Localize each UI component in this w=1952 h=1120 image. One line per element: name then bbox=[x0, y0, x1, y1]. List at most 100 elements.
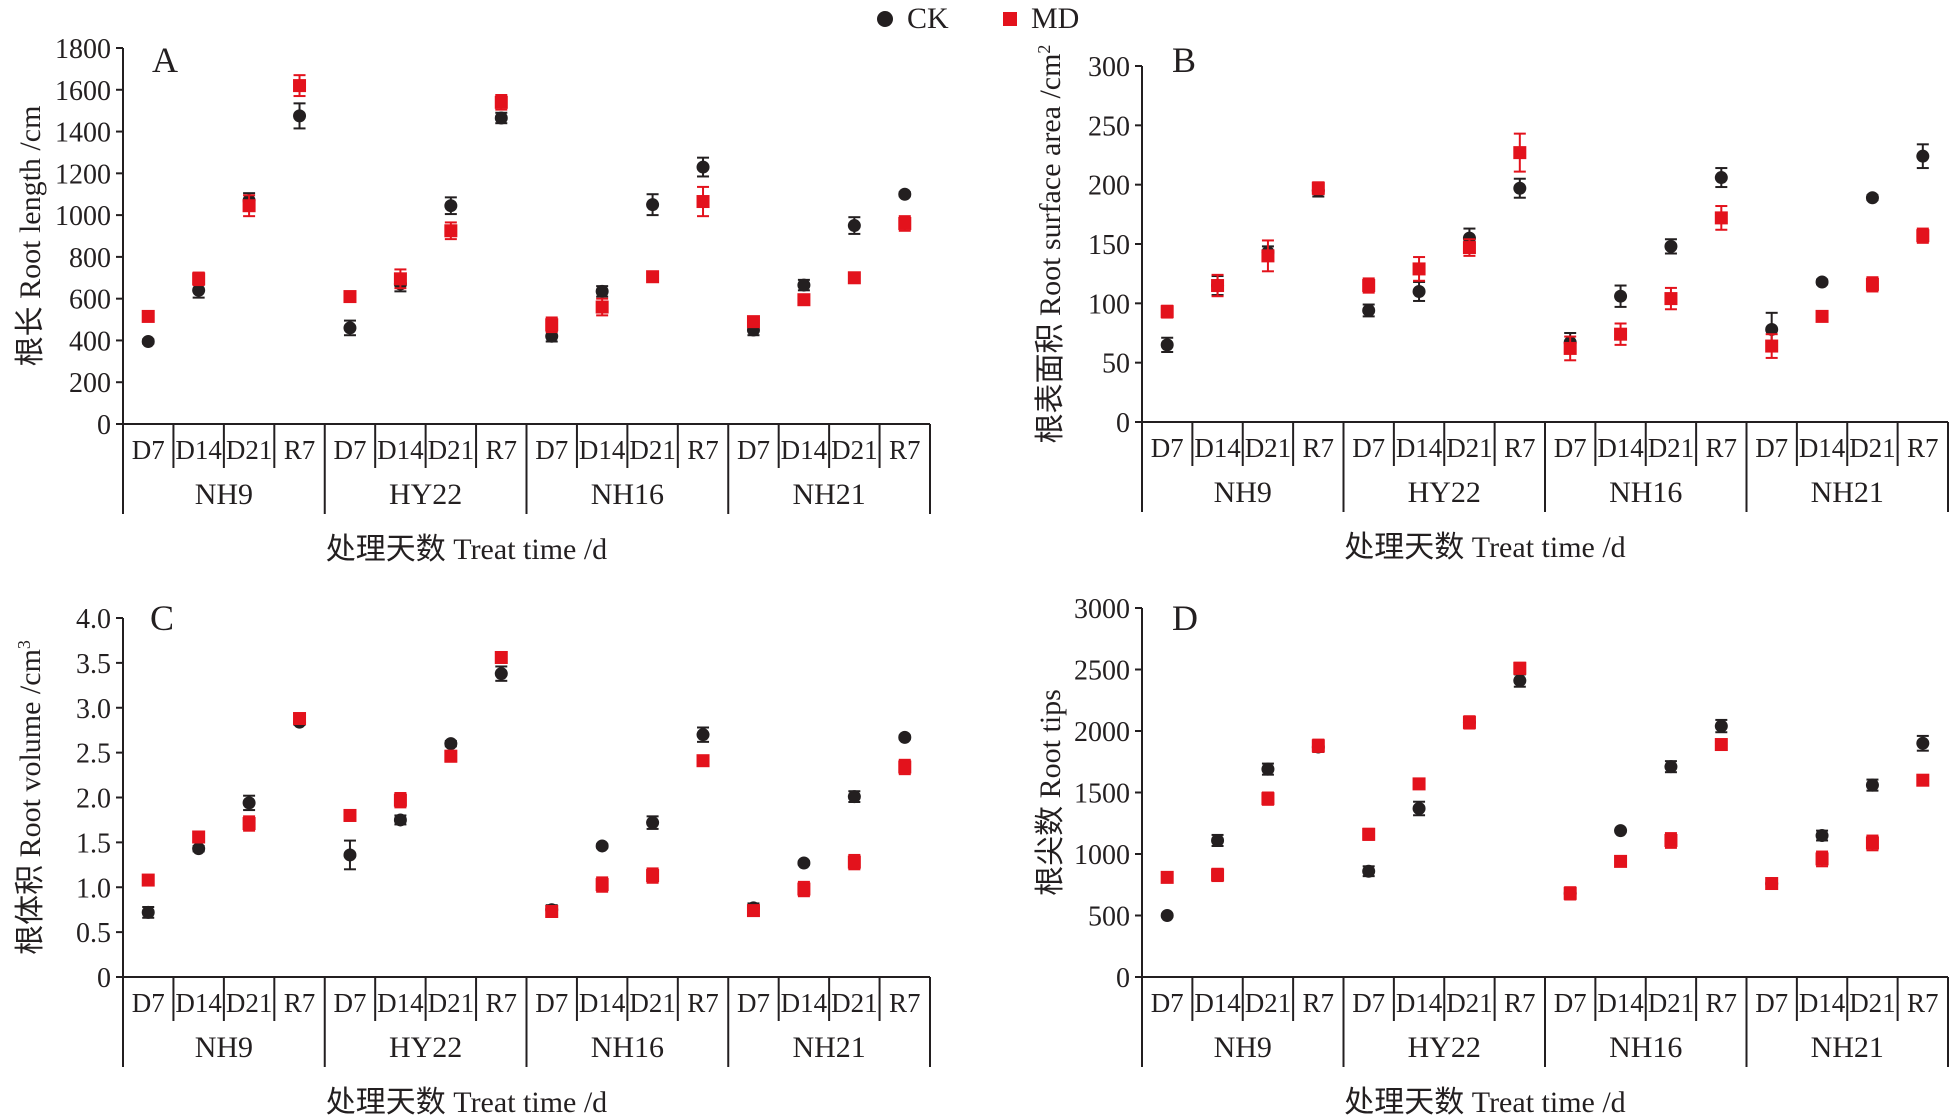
x-tick-label: D7 bbox=[1352, 433, 1385, 463]
x-tick-label: D21 bbox=[1648, 433, 1695, 463]
md-marker-icon bbox=[1003, 12, 1017, 26]
y-tick-label: 200 bbox=[1088, 171, 1130, 202]
ck-point bbox=[393, 813, 407, 827]
x-tick-label: D21 bbox=[1245, 988, 1292, 1018]
group-label: NH16 bbox=[1609, 1031, 1682, 1064]
x-tick-label: D7 bbox=[132, 435, 165, 465]
panel-letter: B bbox=[1172, 40, 1196, 80]
md-point bbox=[1614, 327, 1628, 341]
ck-point bbox=[595, 839, 609, 853]
md-point bbox=[646, 869, 660, 883]
ck-marker-icon bbox=[877, 11, 893, 27]
md-point bbox=[1211, 868, 1225, 882]
md-point bbox=[646, 270, 660, 284]
ck-point bbox=[1916, 149, 1930, 163]
md-point bbox=[494, 95, 508, 109]
y-tick-label: 50 bbox=[1102, 349, 1130, 380]
md-point bbox=[1916, 773, 1930, 787]
md-point bbox=[1412, 777, 1426, 791]
x-tick-label: D7 bbox=[1554, 988, 1587, 1018]
md-point bbox=[1362, 279, 1376, 293]
y-tick-label: 1200 bbox=[55, 159, 111, 190]
md-point bbox=[293, 79, 307, 93]
md-point bbox=[545, 904, 559, 918]
md-point bbox=[1815, 309, 1829, 323]
md-point bbox=[696, 754, 710, 768]
ck-point bbox=[1412, 801, 1426, 815]
x-tick-label: D14 bbox=[1194, 433, 1241, 463]
ck-point bbox=[1765, 322, 1779, 336]
group-label: NH21 bbox=[792, 478, 865, 511]
y-axis-title: 根长 Root length /cm bbox=[14, 106, 47, 367]
x-tick-label: D21 bbox=[629, 435, 676, 465]
x-tick-label: R7 bbox=[1706, 433, 1738, 463]
x-tick-label: R7 bbox=[486, 435, 518, 465]
ck-point bbox=[1513, 181, 1527, 195]
y-tick-label: 4.0 bbox=[76, 604, 111, 635]
ck-point bbox=[797, 856, 811, 870]
group-label: NH16 bbox=[591, 478, 664, 511]
md-point bbox=[545, 318, 559, 332]
y-tick-label: 150 bbox=[1088, 230, 1130, 261]
x-tick-label: D14 bbox=[579, 435, 626, 465]
md-point bbox=[847, 271, 861, 285]
y-tick-label: 600 bbox=[69, 285, 111, 316]
y-tick-label: 200 bbox=[69, 368, 111, 399]
ck-point bbox=[343, 848, 357, 862]
y-axis-title: 根体积 Root volume /cm3 bbox=[14, 640, 47, 955]
x-tick-label: D14 bbox=[1597, 988, 1644, 1018]
md-point bbox=[1614, 854, 1628, 868]
y-tick-label: 3.5 bbox=[76, 649, 111, 680]
md-point bbox=[192, 830, 206, 844]
x-tick-label: D14 bbox=[1194, 988, 1241, 1018]
ck-point bbox=[1815, 829, 1829, 843]
group-label: NH9 bbox=[1214, 476, 1272, 509]
x-tick-label: R7 bbox=[687, 435, 719, 465]
md-point bbox=[1765, 339, 1779, 353]
ck-point bbox=[797, 278, 811, 292]
md-point bbox=[393, 793, 407, 807]
y-tick-label: 3.0 bbox=[76, 694, 111, 725]
md-point bbox=[1261, 792, 1275, 806]
md-point bbox=[343, 808, 357, 822]
md-point bbox=[1462, 241, 1476, 255]
y-tick-label: 1400 bbox=[55, 118, 111, 149]
ck-point bbox=[141, 334, 155, 348]
legend-ck-label: CK bbox=[907, 2, 949, 35]
ck-point bbox=[1664, 239, 1678, 253]
md-point bbox=[1714, 211, 1728, 225]
x-tick-label: R7 bbox=[1303, 433, 1335, 463]
md-point bbox=[696, 195, 710, 209]
ck-point bbox=[1614, 289, 1628, 303]
md-point bbox=[343, 290, 357, 304]
ck-point bbox=[293, 109, 307, 123]
x-tick-label: D21 bbox=[1849, 433, 1896, 463]
ck-point bbox=[494, 667, 508, 681]
md-point bbox=[444, 224, 458, 238]
md-point bbox=[1765, 877, 1779, 891]
x-axis-title: 处理天数 Treat time /d bbox=[326, 1086, 607, 1119]
ck-point bbox=[1614, 824, 1628, 838]
y-tick-label: 0 bbox=[1116, 963, 1130, 994]
x-tick-label: D7 bbox=[1151, 433, 1184, 463]
md-point bbox=[1160, 305, 1174, 319]
md-point bbox=[192, 272, 206, 286]
x-tick-label: D7 bbox=[1755, 988, 1788, 1018]
md-point bbox=[141, 309, 155, 323]
md-point bbox=[141, 873, 155, 887]
md-point bbox=[1664, 833, 1678, 847]
legend-ck: CK bbox=[877, 2, 949, 36]
x-tick-label: R7 bbox=[889, 988, 921, 1018]
md-point bbox=[393, 272, 407, 286]
y-tick-label: 300 bbox=[1088, 52, 1130, 83]
ck-point bbox=[1664, 760, 1678, 774]
group-label: HY22 bbox=[389, 1031, 462, 1064]
x-tick-label: R7 bbox=[1907, 433, 1939, 463]
x-tick-label: D21 bbox=[226, 435, 273, 465]
y-tick-label: 800 bbox=[69, 243, 111, 274]
y-tick-label: 1600 bbox=[55, 76, 111, 107]
x-tick-label: R7 bbox=[284, 435, 316, 465]
x-tick-label: R7 bbox=[1907, 988, 1939, 1018]
y-tick-label: 0 bbox=[97, 963, 111, 994]
md-point bbox=[898, 760, 912, 774]
